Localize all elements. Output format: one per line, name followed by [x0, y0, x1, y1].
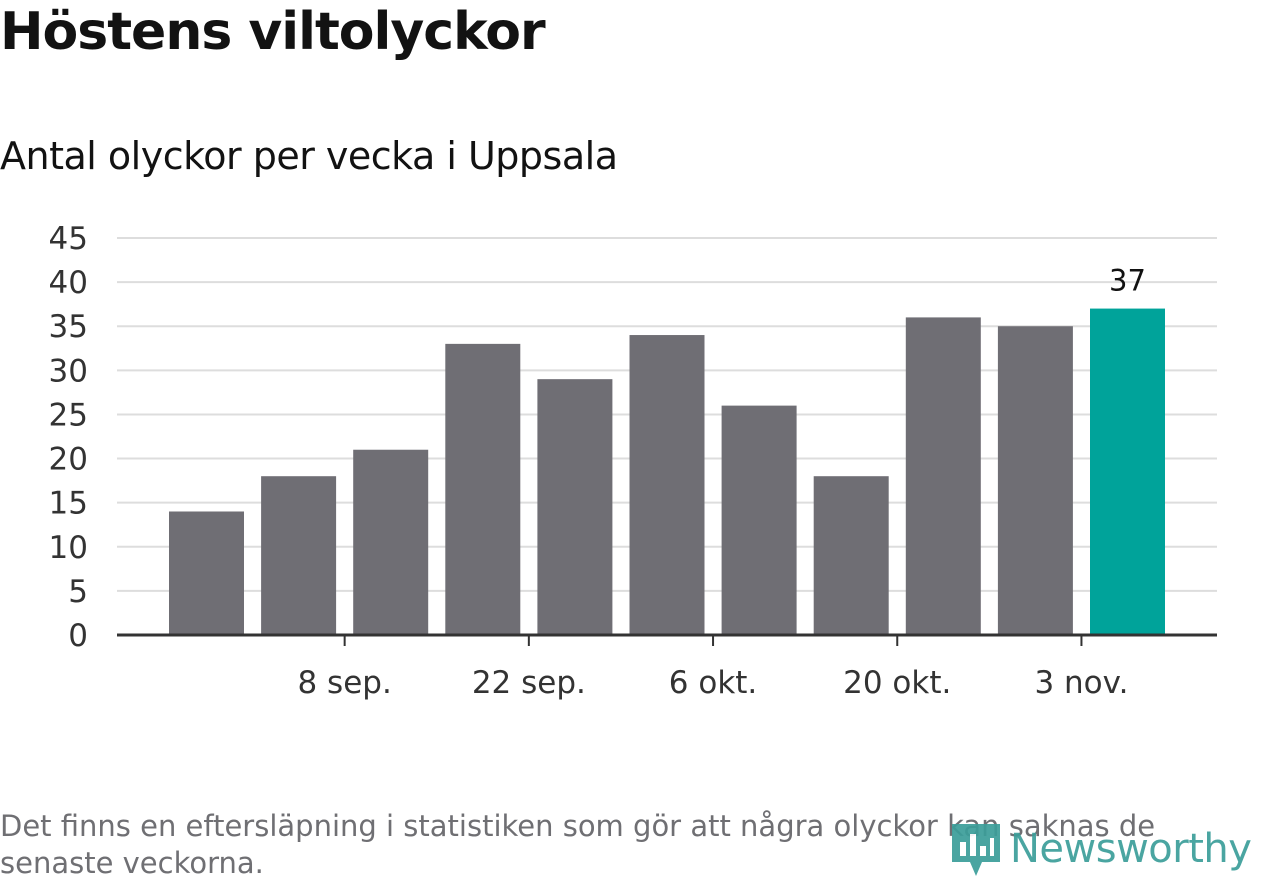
- x-tick-label: 3 nov.: [1034, 665, 1128, 701]
- chart-title: Höstens viltolyckor: [0, 2, 546, 62]
- y-tick-label: 10: [49, 530, 88, 566]
- x-tick-label: 22 sep.: [472, 665, 586, 701]
- y-tick-label: 40: [49, 265, 88, 301]
- newsworthy-logo-icon: [952, 824, 1000, 876]
- y-tick-label: 20: [49, 442, 88, 478]
- x-axis-tick-labels: 8 sep. 22 sep. 6 okt. 20 okt. 3 nov.: [297, 635, 1128, 701]
- bar: [997, 326, 1073, 635]
- y-tick-label: 0: [68, 618, 88, 654]
- bar: [261, 476, 337, 635]
- bar: [813, 476, 889, 635]
- y-tick-label: 45: [49, 221, 88, 257]
- bar: [721, 405, 797, 635]
- x-tick-label: 20 okt.: [843, 665, 951, 701]
- bar: [537, 379, 613, 635]
- newsworthy-logo[interactable]: Newsworthy: [950, 820, 1252, 878]
- y-axis-tick-labels: 0 5 10 15 20 25 30 35 40 45: [49, 221, 88, 654]
- y-tick-label: 15: [49, 486, 88, 522]
- chart-subtitle: Antal olyckor per vecka i Uppsala: [0, 134, 618, 178]
- bar-highlighted: [1090, 308, 1165, 635]
- bar: [445, 343, 521, 635]
- logo-text: Newsworthy: [1010, 826, 1252, 872]
- y-tick-label: 5: [68, 574, 88, 610]
- data-labels: 37: [1109, 264, 1146, 298]
- bar: [353, 449, 429, 635]
- y-tick-label: 25: [49, 397, 88, 433]
- bar: [629, 335, 705, 635]
- bar: [169, 511, 244, 635]
- y-tick-label: 30: [49, 353, 88, 389]
- x-tick-label: 8 sep.: [297, 665, 391, 701]
- bar: [905, 317, 981, 635]
- x-tick-label: 6 okt.: [669, 665, 758, 701]
- bars: [169, 308, 1165, 635]
- y-tick-label: 35: [49, 309, 88, 345]
- highlight-data-label: 37: [1109, 264, 1146, 298]
